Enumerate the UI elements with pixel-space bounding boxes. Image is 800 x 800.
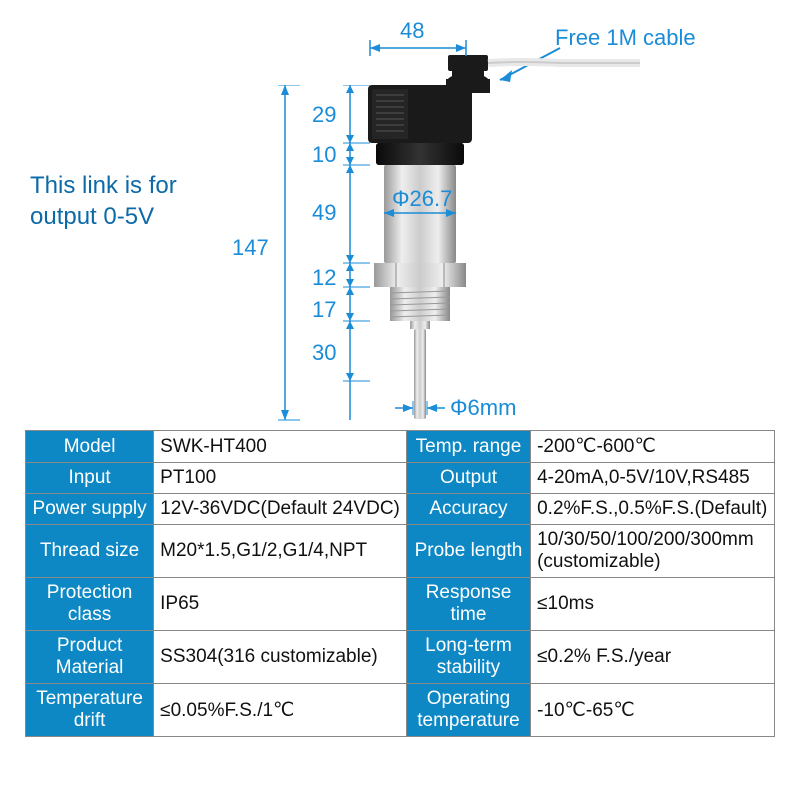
diagram-region: This link is for output 0-5V Free 1M cab… [0, 0, 800, 430]
spec-value-left: SS304(316 customizable) [154, 631, 407, 684]
spec-label-right: Operating temperature [406, 684, 530, 737]
table-row: Protection classIP65Response time≤10ms [26, 578, 775, 631]
sensor-diagram [360, 55, 640, 425]
spec-label-left: Product Material [26, 631, 154, 684]
spec-label-right: Long-term stability [406, 631, 530, 684]
dim-total-height [270, 85, 300, 425]
spec-label-left: Temperature drift [26, 684, 154, 737]
spec-label-right: Output [406, 463, 530, 494]
spec-label-left: Protection class [26, 578, 154, 631]
spec-label-left: Power supply [26, 494, 154, 525]
spec-label-left: Input [26, 463, 154, 494]
output-note: This link is for output 0-5V [30, 170, 177, 232]
dim-total-height-label: 147 [232, 235, 269, 261]
spec-value-right: 4-20mA,0-5V/10V,RS485 [531, 463, 775, 494]
spec-value-right: -10℃-65℃ [531, 684, 775, 737]
dim-seg3: 49 [312, 200, 336, 226]
dim-seg5: 17 [312, 297, 336, 323]
spec-label-right: Probe length [406, 525, 530, 578]
dim-body-dia-label: Φ26.7 [392, 186, 452, 212]
dim-seg1: 29 [312, 102, 336, 128]
table-row: ModelSWK-HT400Temp. range-200℃-600℃ [26, 431, 775, 463]
spec-table: ModelSWK-HT400Temp. range-200℃-600℃Input… [25, 430, 775, 737]
spec-value-right: -200℃-600℃ [531, 431, 775, 463]
dim-segments [305, 85, 375, 425]
spec-label-left: Model [26, 431, 154, 463]
table-row: Thread sizeM20*1.5,G1/2,G1/4,NPTProbe le… [26, 525, 775, 578]
spec-label-left: Thread size [26, 525, 154, 578]
dim-top-width [362, 18, 492, 58]
spec-value-left: M20*1.5,G1/2,G1/4,NPT [154, 525, 407, 578]
table-row: InputPT100Output4-20mA,0-5V/10V,RS485 [26, 463, 775, 494]
dim-top-width-label: 48 [400, 18, 424, 44]
spec-value-left: IP65 [154, 578, 407, 631]
spec-value-left: PT100 [154, 463, 407, 494]
spec-value-right: ≤0.2% F.S./year [531, 631, 775, 684]
spec-label-right: Accuracy [406, 494, 530, 525]
dim-seg2: 10 [312, 142, 336, 168]
table-row: Product MaterialSS304(316 customizable)L… [26, 631, 775, 684]
dim-seg4: 12 [312, 265, 336, 291]
dim-probe-dia-label: Φ6mm [450, 395, 516, 421]
spec-value-left: ≤0.05%F.S./1℃ [154, 684, 407, 737]
spec-value-right: 10/30/50/100/200/300mm (customizable) [531, 525, 775, 578]
table-row: Power supply12V-36VDC(Default 24VDC)Accu… [26, 494, 775, 525]
spec-value-right: 0.2%F.S.,0.5%F.S.(Default) [531, 494, 775, 525]
spec-value-right: ≤10ms [531, 578, 775, 631]
table-row: Temperature drift≤0.05%F.S./1℃Operating … [26, 684, 775, 737]
dim-seg6: 30 [312, 340, 336, 366]
spec-value-left: SWK-HT400 [154, 431, 407, 463]
spec-label-right: Response time [406, 578, 530, 631]
spec-label-right: Temp. range [406, 431, 530, 463]
spec-value-left: 12V-36VDC(Default 24VDC) [154, 494, 407, 525]
